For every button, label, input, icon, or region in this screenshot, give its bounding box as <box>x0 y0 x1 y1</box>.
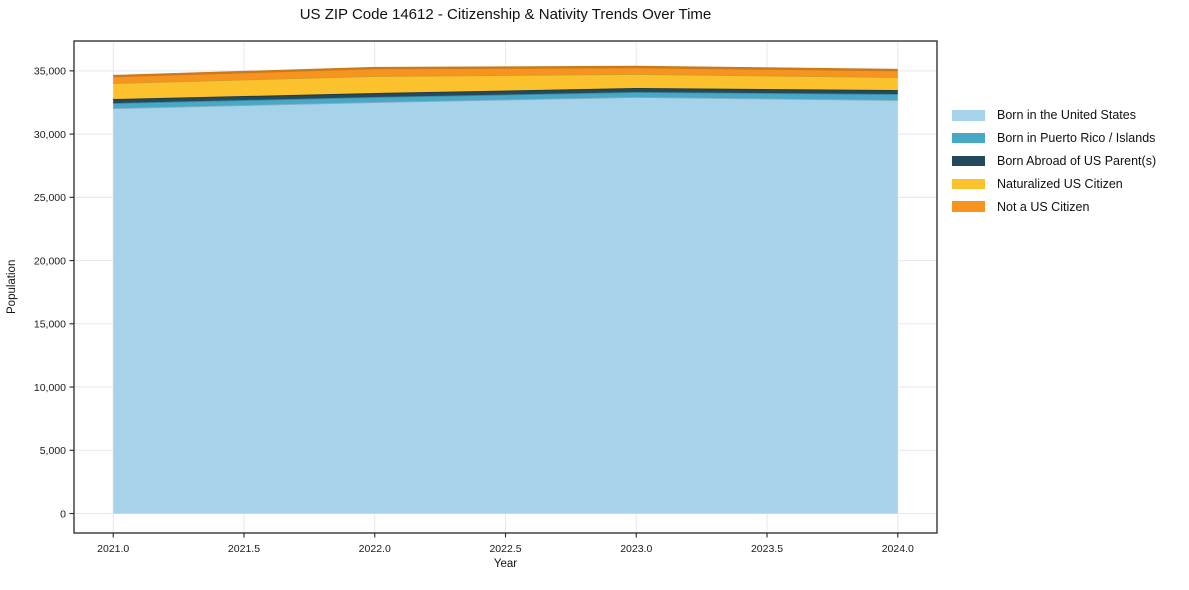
svg-text:2021.5: 2021.5 <box>228 543 260 555</box>
svg-text:2022.0: 2022.0 <box>359 543 391 555</box>
svg-text:2021.0: 2021.0 <box>97 543 129 555</box>
legend-swatch-born-abroad <box>952 155 985 167</box>
svg-text:5,000: 5,000 <box>40 445 66 457</box>
svg-text:0: 0 <box>60 508 66 520</box>
legend-label-naturalized: Naturalized US Citizen <box>997 176 1123 191</box>
area-series-0 <box>113 97 898 514</box>
legend-swatch-not-citizen <box>952 201 985 212</box>
area-series-2 <box>113 87 898 104</box>
svg-text:20,000: 20,000 <box>34 255 66 267</box>
svg-text:2023.0: 2023.0 <box>620 543 652 555</box>
chart-title: US ZIP Code 14612 - Citizenship & Nativi… <box>299 6 712 23</box>
legend: Born in the United States Born in Puerto… <box>952 104 1156 218</box>
svg-text:25,000: 25,000 <box>34 192 66 204</box>
svg-text:15,000: 15,000 <box>34 319 66 331</box>
svg-text:30,000: 30,000 <box>34 129 66 141</box>
svg-text:2022.5: 2022.5 <box>489 543 521 555</box>
y-axis-label: Population <box>6 259 18 315</box>
legend-row: Born Abroad of US Parent(s) <box>952 150 1156 173</box>
svg-text:10,000: 10,000 <box>34 382 66 394</box>
area-series-1 <box>113 92 898 109</box>
svg-text:2024.0: 2024.0 <box>882 543 914 555</box>
legend-swatch-born-in-puerto-rico <box>952 132 985 144</box>
legend-label-born-in-puerto-rico: Born in Puerto Rico / Islands <box>997 131 1156 146</box>
legend-row: Naturalized US Citizen <box>952 172 1156 195</box>
svg-text:35,000: 35,000 <box>34 66 66 78</box>
legend-row: Born in the United States <box>952 104 1156 127</box>
legend-label-not-citizen: Not a US Citizen <box>997 199 1090 214</box>
legend-row: Not a US Citizen <box>952 195 1156 218</box>
x-axis-label: Year <box>493 558 518 570</box>
legend-swatch-naturalized <box>952 178 985 190</box>
legend-swatch-born-in-us <box>952 110 985 121</box>
area-series-3 <box>113 74 898 100</box>
legend-label-born-in-us: Born in the United States <box>997 108 1136 123</box>
legend-row: Born in Puerto Rico / Islands <box>952 127 1156 150</box>
svg-text:2023.5: 2023.5 <box>751 543 783 555</box>
legend-label-born-abroad: Born Abroad of US Parent(s) <box>997 153 1157 168</box>
